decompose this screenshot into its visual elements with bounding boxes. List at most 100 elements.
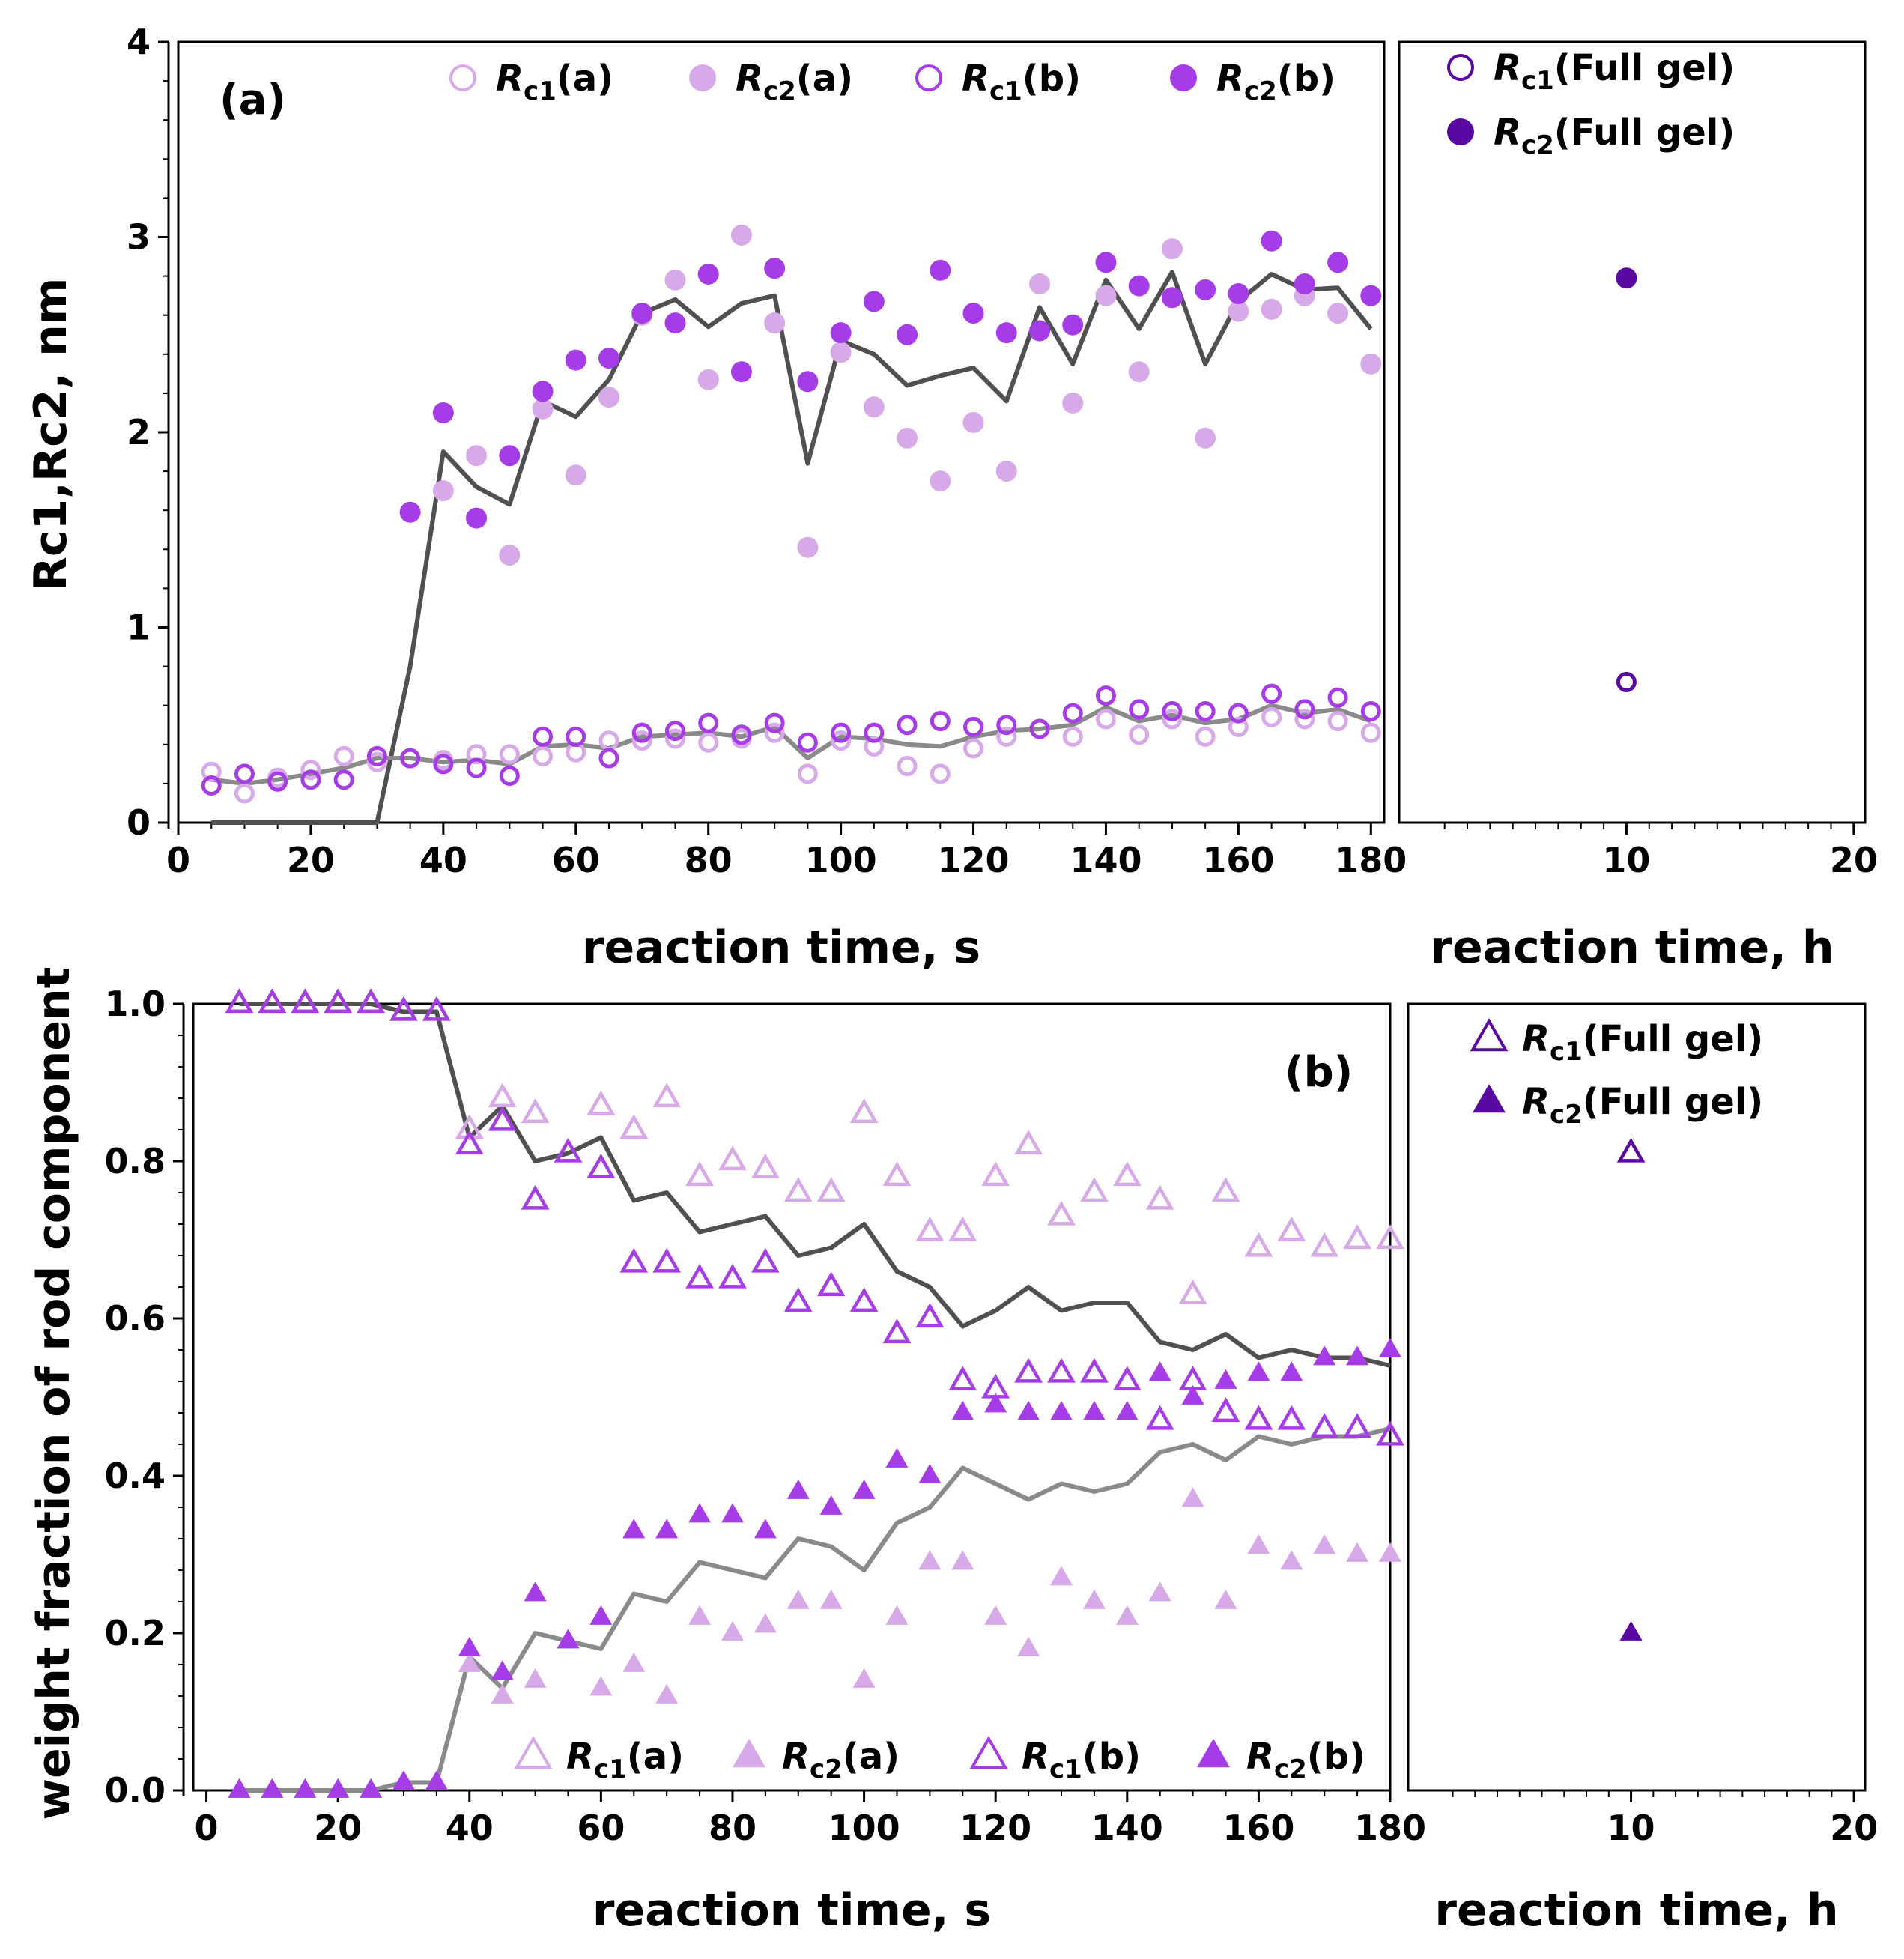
data-point — [1247, 1361, 1270, 1381]
data-point — [797, 732, 818, 753]
data-point — [392, 1770, 415, 1790]
data-point — [1115, 1400, 1139, 1420]
series-rc2-a- — [228, 1487, 1401, 1798]
data-point — [652, 1247, 682, 1273]
series-line — [239, 1426, 1391, 1793]
data-point — [863, 396, 885, 418]
data-point — [399, 501, 421, 523]
series-line — [210, 703, 1372, 786]
legend-label: Rc2(a) — [736, 58, 853, 106]
panel-b-chart: 0.0 0.2 0.4 0.6 0.8 1.0 0 20 40 60 80 100 120 140 160 1… — [28, 967, 1426, 1937]
plot-frame — [192, 1002, 1392, 1792]
x-tick-label: 60 — [577, 1808, 625, 1848]
data-point — [918, 1463, 942, 1483]
data-point — [1014, 1130, 1043, 1155]
legend-label: Rc1(b) — [962, 58, 1081, 106]
data-point — [885, 1605, 909, 1625]
data-point — [1327, 711, 1348, 732]
data-point — [1148, 1581, 1171, 1602]
data-point — [631, 303, 653, 324]
x-tick-label: 80 — [709, 1808, 757, 1848]
data-point — [1161, 238, 1183, 260]
series-rc1-b- — [201, 683, 1381, 796]
data-point — [783, 1287, 813, 1312]
data-point — [324, 988, 353, 1014]
y-tick-label: 1.0 — [105, 984, 166, 1024]
legend-marker — [969, 1736, 1008, 1769]
data-point — [1095, 685, 1116, 706]
data-point — [930, 470, 951, 492]
data-point — [664, 728, 685, 749]
data-point — [664, 721, 685, 742]
data-point — [816, 1177, 846, 1202]
data-point — [1247, 1534, 1270, 1554]
legend-marker — [1447, 54, 1474, 81]
data-point — [455, 1130, 484, 1155]
data-point — [664, 269, 686, 291]
data-point — [1360, 285, 1382, 306]
x-tick-label: 40 — [446, 1808, 494, 1848]
data-point — [1360, 722, 1381, 743]
data-point — [1145, 1184, 1174, 1210]
data-point — [1261, 706, 1282, 727]
data-point — [655, 1519, 679, 1539]
data-point — [730, 224, 752, 246]
data-point — [1082, 1589, 1106, 1609]
x-tick-label: 120 — [959, 1808, 1031, 1848]
data-point — [1294, 699, 1315, 720]
data-point — [730, 361, 752, 383]
x-tick-label: 140 — [1070, 840, 1142, 880]
data-point — [751, 1247, 780, 1273]
data-point — [425, 1770, 448, 1790]
data-point — [333, 745, 354, 766]
data-point — [882, 1318, 912, 1344]
x-tick-label: 20 — [1830, 840, 1878, 880]
data-point — [698, 732, 719, 753]
data-point — [830, 322, 852, 344]
x-axis-label: reaction time, s — [582, 921, 980, 974]
x-axis-label: reaction time, h — [1434, 1884, 1838, 1937]
data-point — [819, 1495, 843, 1515]
data-point — [1095, 709, 1116, 730]
legend-marker — [514, 1736, 553, 1769]
data-point — [697, 263, 719, 285]
data-point — [1277, 1405, 1306, 1430]
data-point — [234, 763, 255, 784]
data-point — [962, 411, 984, 433]
data-point — [1261, 683, 1282, 704]
legend-label: Rc1(Full gel) — [1494, 47, 1735, 96]
data-point — [1062, 726, 1083, 747]
data-point — [357, 988, 385, 1014]
y-tick-label: 0.6 — [105, 1298, 166, 1339]
data-point — [951, 1550, 974, 1570]
data-point — [1310, 1232, 1339, 1257]
data-point — [831, 730, 852, 751]
data-point — [622, 1519, 646, 1539]
data-point — [685, 1263, 714, 1289]
data-point — [466, 507, 488, 529]
data-point — [1082, 1400, 1106, 1420]
data-point — [1162, 701, 1183, 722]
data-point — [533, 745, 554, 766]
data-point — [300, 760, 321, 781]
data-point — [491, 1660, 514, 1680]
data-point — [863, 291, 885, 312]
data-point — [984, 1605, 1007, 1625]
data-point — [333, 769, 354, 790]
data-point — [228, 1778, 251, 1798]
y-tick-label: 1 — [127, 608, 151, 648]
x-tick-label: 100 — [805, 840, 877, 880]
data-point — [524, 1581, 547, 1602]
data-point — [1343, 1413, 1371, 1438]
data-point — [1062, 392, 1084, 414]
data-point — [1128, 361, 1150, 383]
data-point — [698, 712, 719, 733]
data-point — [930, 763, 951, 784]
data-point — [1280, 1550, 1303, 1570]
x-tick-label: 60 — [552, 840, 600, 880]
y-tick-label: 2 — [127, 412, 151, 452]
data-point — [586, 1153, 616, 1178]
data-point — [598, 748, 619, 769]
data-point — [1047, 1200, 1076, 1226]
